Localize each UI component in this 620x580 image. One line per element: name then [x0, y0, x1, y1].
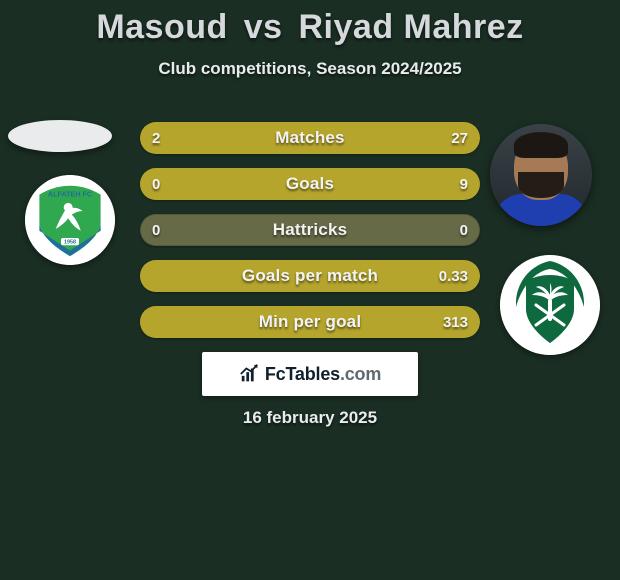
stat-label: Hattricks — [140, 214, 480, 246]
stat-label: Matches — [140, 122, 480, 154]
stat-row: 00Hattricks — [140, 214, 480, 246]
player1-name: Masoud — [96, 8, 227, 46]
player1-club-crest: ALFATEH FC 1958 — [25, 175, 115, 265]
stat-label: Min per goal — [140, 306, 480, 338]
svg-text:1958: 1958 — [64, 239, 76, 245]
stat-row: 227Matches — [140, 122, 480, 154]
stat-row: 09Goals — [140, 168, 480, 200]
date-text: 16 february 2025 — [0, 408, 620, 428]
chart-icon — [239, 363, 261, 385]
stat-label: Goals per match — [140, 260, 480, 292]
page-title: Masoud vs Riyad Mahrez — [0, 8, 620, 47]
subtitle: Club competitions, Season 2024/2025 — [0, 59, 620, 79]
branding-text: FcTables.com — [265, 364, 381, 385]
player2-avatar — [490, 124, 592, 226]
svg-text:ALFATEH FC: ALFATEH FC — [48, 190, 92, 199]
player2-club-crest — [500, 255, 600, 355]
stat-label: Goals — [140, 168, 480, 200]
vs-text: vs — [244, 8, 283, 46]
stat-row: 0.33Goals per match — [140, 260, 480, 292]
player1-avatar — [8, 120, 112, 152]
player2-name: Riyad Mahrez — [299, 8, 524, 46]
branding-badge: FcTables.com — [202, 352, 418, 396]
stat-row: 313Min per goal — [140, 306, 480, 338]
stats-area: 227Matches 09Goals 00Hattricks 0.33Goals pe… — [140, 122, 480, 352]
